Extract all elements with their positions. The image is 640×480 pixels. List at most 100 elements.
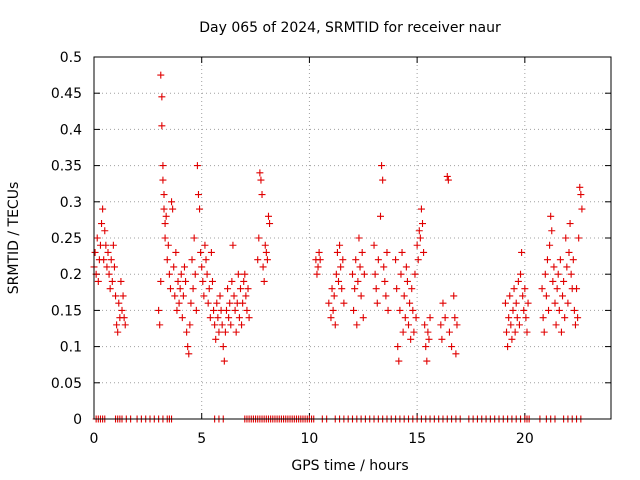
data-point: [377, 212, 385, 220]
data-point: [349, 270, 356, 278]
data-point: [245, 314, 253, 322]
chart-title: Day 065 of 2024, SRMTID for receiver nau…: [199, 20, 501, 36]
data-point: [226, 299, 234, 307]
data-point: [157, 277, 165, 285]
y-axis-label: SRMTID / TECUs: [6, 182, 22, 295]
data-point: [538, 285, 546, 293]
data-point: [417, 205, 425, 213]
data-point: [412, 314, 420, 322]
data-point: [180, 263, 188, 271]
data-point: [222, 306, 230, 314]
data-point: [255, 234, 263, 242]
data-point: [192, 306, 200, 314]
data-point: [350, 306, 358, 314]
data-point: [194, 191, 202, 199]
data-point: [328, 285, 336, 293]
data-point: [160, 205, 168, 213]
x-axis-label: GPS time / hours: [291, 458, 408, 474]
data-point: [120, 314, 128, 322]
data-point: [394, 343, 402, 351]
y-tick-label: 0.3: [60, 195, 82, 211]
data-point: [421, 321, 429, 329]
data-point: [415, 227, 423, 235]
data-point: [327, 314, 335, 322]
data-point: [400, 292, 408, 300]
data-point: [380, 263, 388, 271]
data-point: [560, 277, 568, 285]
data-point: [103, 263, 111, 271]
data-point: [266, 220, 274, 228]
data-point: [357, 292, 365, 300]
data-point: [110, 263, 118, 271]
data-point: [425, 335, 433, 343]
data-point: [576, 183, 584, 191]
data-point: [577, 191, 585, 199]
data-point: [201, 241, 209, 249]
data-point: [100, 256, 108, 264]
y-tick-label: 0.45: [51, 86, 82, 102]
data-point: [372, 285, 380, 293]
data-point: [231, 306, 239, 314]
data-point: [216, 292, 224, 300]
data-point: [206, 314, 214, 322]
data-point: [399, 328, 407, 336]
data-point: [178, 314, 186, 322]
data-point: [234, 270, 242, 278]
data-point: [501, 299, 509, 307]
data-point: [190, 234, 198, 242]
data-point: [197, 248, 205, 256]
data-point: [562, 234, 570, 242]
data-point: [313, 270, 321, 278]
data-point: [336, 241, 344, 249]
data-point: [330, 292, 338, 300]
data-point: [505, 314, 513, 322]
data-point: [159, 176, 167, 184]
data-point: [221, 328, 229, 336]
data-point: [509, 306, 517, 314]
data-point: [115, 299, 123, 307]
data-point: [186, 321, 194, 329]
data-point: [355, 234, 363, 242]
data-point: [424, 328, 432, 336]
data-point: [254, 256, 262, 264]
data-point: [202, 256, 210, 264]
data-point: [179, 292, 187, 300]
data-point: [214, 314, 222, 322]
data-point: [520, 306, 528, 314]
data-point: [413, 241, 421, 249]
data-point: [184, 343, 192, 351]
data-point: [238, 321, 246, 329]
data-point: [549, 277, 557, 285]
data-point: [419, 220, 427, 228]
data-point: [159, 162, 167, 170]
data-point: [112, 292, 120, 300]
x-tick-label: 20: [516, 431, 534, 447]
data-point: [228, 277, 236, 285]
data-point: [508, 335, 516, 343]
y-tick-label: 0: [73, 412, 82, 428]
data-point: [204, 299, 212, 307]
data-point: [158, 122, 166, 130]
data-point: [235, 314, 243, 322]
axis-ticks: [93, 56, 611, 420]
data-point: [373, 299, 381, 307]
data-point: [559, 292, 567, 300]
data-point: [230, 292, 238, 300]
x-tick-label: 15: [408, 431, 426, 447]
data-point: [545, 306, 553, 314]
data-point: [107, 256, 115, 264]
data-point: [426, 314, 434, 322]
data-point: [259, 263, 267, 271]
data-point: [168, 198, 176, 206]
data-point: [102, 241, 110, 249]
data-point: [182, 277, 190, 285]
data-point: [113, 321, 121, 329]
data-point: [332, 270, 340, 278]
data-point: [517, 270, 525, 278]
data-point: [106, 285, 114, 293]
data-point: [556, 256, 564, 264]
data-point: [519, 292, 527, 300]
data-point: [218, 321, 226, 329]
data-point: [331, 321, 339, 329]
